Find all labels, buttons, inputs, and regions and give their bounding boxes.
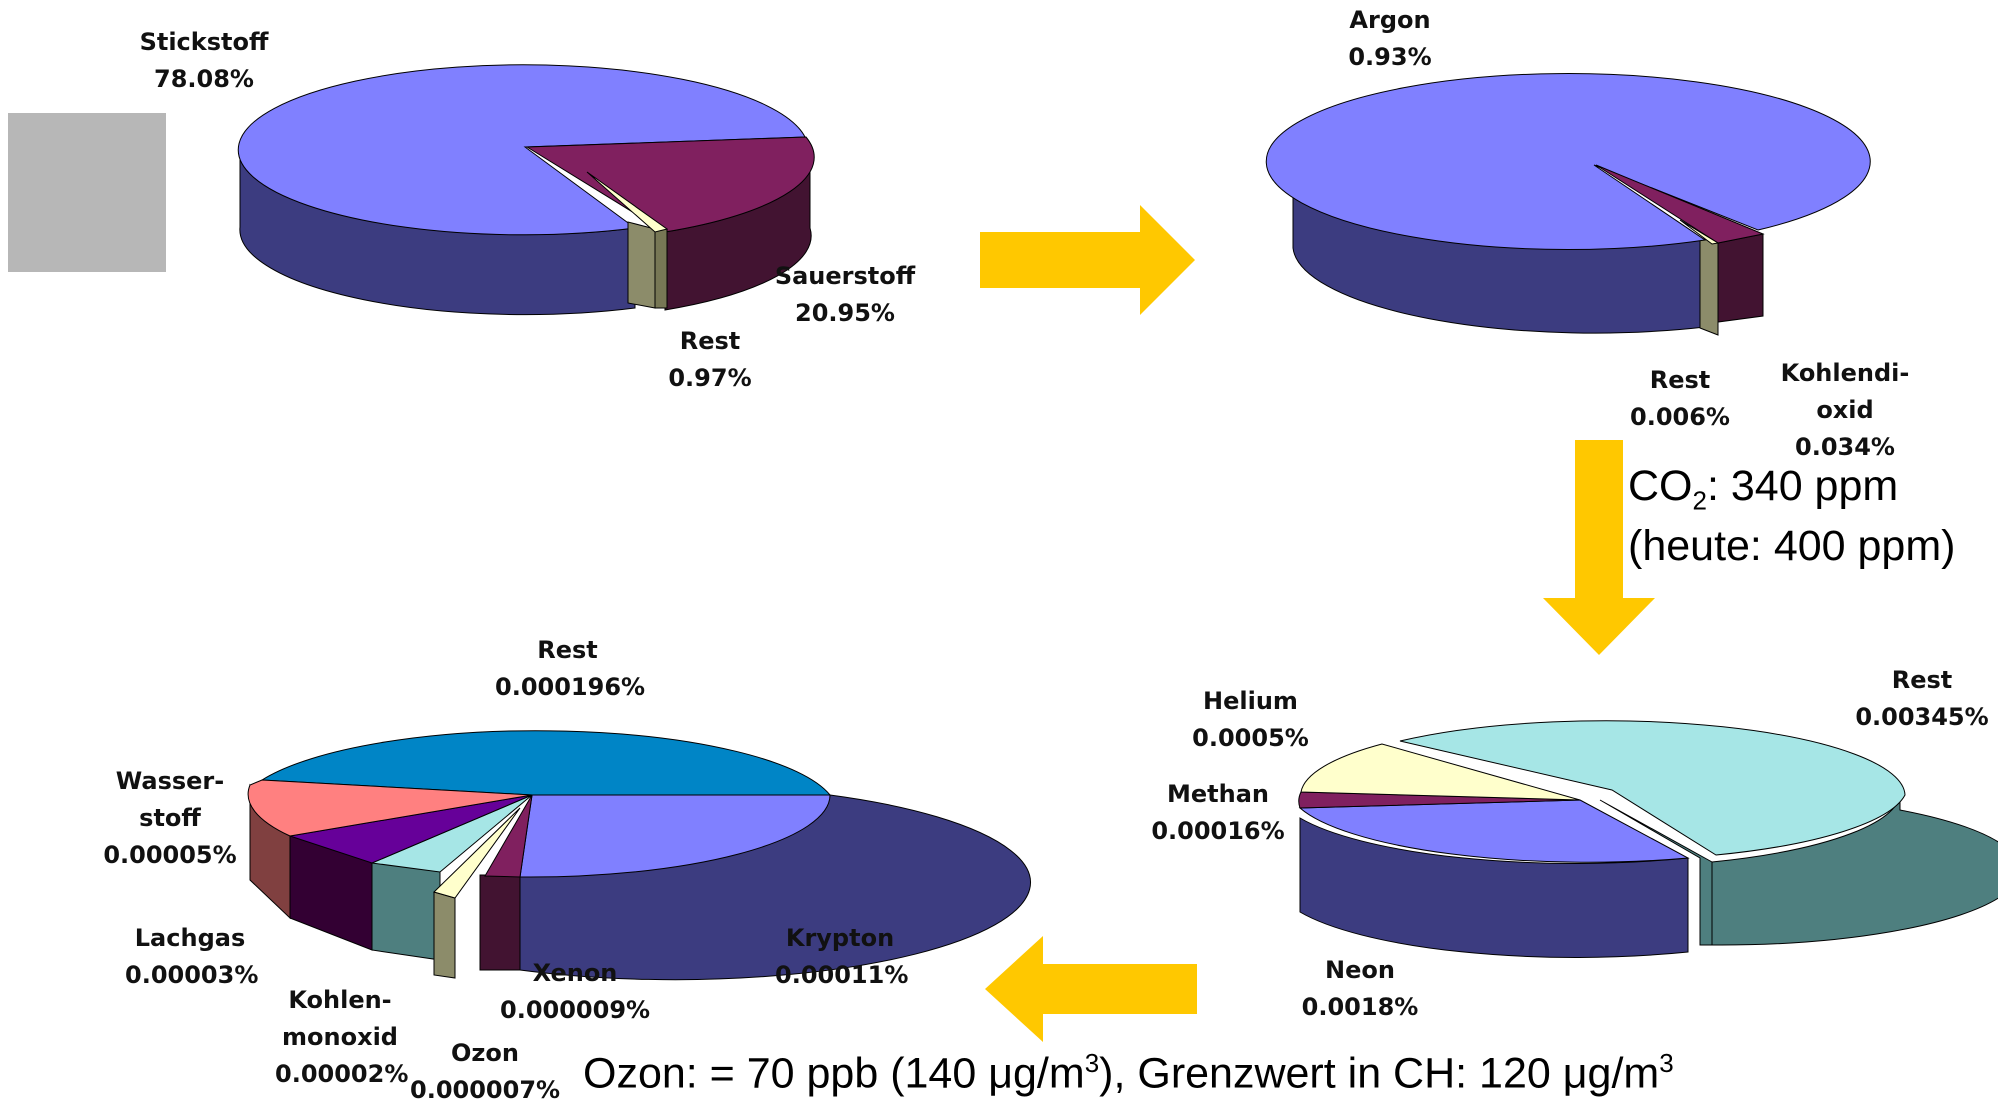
- pie-3-slice-neon-side: [1299, 817, 1689, 958]
- pie-4-slice-xenon: [484, 794, 533, 878]
- pie-1-slice-stickstoff: [237, 64, 806, 236]
- pie-1-slice-rest: [586, 171, 669, 233]
- pie-4: [247, 730, 1032, 981]
- co2-today-note: (heute: 400 ppm): [1628, 522, 1956, 570]
- label-kohlenmonoxid: Kohlen- monoxid 0.00002%: [275, 986, 409, 1088]
- pie-3-slice-gap: [1599, 799, 1713, 946]
- arrow-right: [980, 205, 1195, 315]
- pie-4-slice-krypton: [519, 794, 831, 878]
- co2-note: CO2: 340 ppm: [1628, 462, 1899, 516]
- pie-4-slice-ozon-side: [433, 891, 456, 979]
- pie-1-slice-rest-front: [654, 228, 668, 309]
- pie-3-slice-helium: [1300, 743, 1581, 801]
- label-argon: Argon 0.93%: [1348, 6, 1432, 71]
- arrow-left: [985, 936, 1197, 1042]
- label-neon: Neon 0.0018%: [1301, 956, 1419, 1021]
- pie-1: [237, 64, 815, 316]
- pie-1-slice-rest-side: [627, 221, 656, 309]
- label-lachgas: Lachgas 0.00003%: [125, 924, 259, 989]
- label-ozon: Ozon 0.000007%: [410, 1039, 561, 1104]
- label-krypton: Krypton 0.00011%: [775, 924, 909, 989]
- pie-2-slice-rest-side: [1699, 237, 1719, 336]
- pie-2-slice-argon: [1265, 73, 1871, 251]
- gray-placeholder-box: [8, 113, 166, 272]
- label-kohlendioxid: Kohlendi- oxid 0.034%: [1780, 359, 1910, 461]
- pie-2-slice-rest: [1679, 219, 1720, 245]
- ozone-note: Ozon: = 70 ppb (140 μg/m3), Grenzwert in…: [583, 1048, 1674, 1098]
- label-wasserstoff: Wasser- stoff 0.00005%: [103, 767, 237, 869]
- label-xenon: Xenon 0.000009%: [500, 959, 651, 1024]
- pie-2-slice-co2: [1595, 164, 1765, 244]
- label-rest-4: Rest 0.000196%: [495, 636, 646, 701]
- label-sauerstoff: Sauerstoff 20.95%: [774, 262, 916, 327]
- pie-4-slice-rest: [260, 730, 832, 796]
- label-methan: Methan 0.00016%: [1151, 780, 1285, 845]
- pie-4-slice-wasserstoff: [247, 779, 533, 837]
- pie-3-slice-rest-side: [1711, 789, 1998, 946]
- pie-2: [1265, 73, 1871, 336]
- label-rest-2: Rest 0.006%: [1630, 366, 1730, 431]
- arrow-down: [1543, 440, 1655, 655]
- label-rest-1: Rest 0.97%: [668, 327, 752, 392]
- label-helium: Helium 0.0005%: [1192, 687, 1309, 752]
- pie-3-slice-neon: [1298, 799, 1690, 863]
- label-rest-3: Rest 0.00345%: [1855, 666, 1989, 731]
- pie-1-slice-sauerstoff: [525, 136, 815, 233]
- pie-4-slice-ozon: [433, 807, 521, 899]
- label-stickstoff: Stickstoff 78.08%: [139, 28, 269, 93]
- pie-2-slice-co2-side: [1717, 233, 1764, 323]
- pie-3-slice-rest: [1399, 720, 1906, 856]
- pie-3: [1298, 720, 1998, 958]
